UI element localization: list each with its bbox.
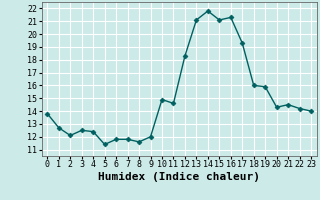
X-axis label: Humidex (Indice chaleur): Humidex (Indice chaleur) — [98, 172, 260, 182]
